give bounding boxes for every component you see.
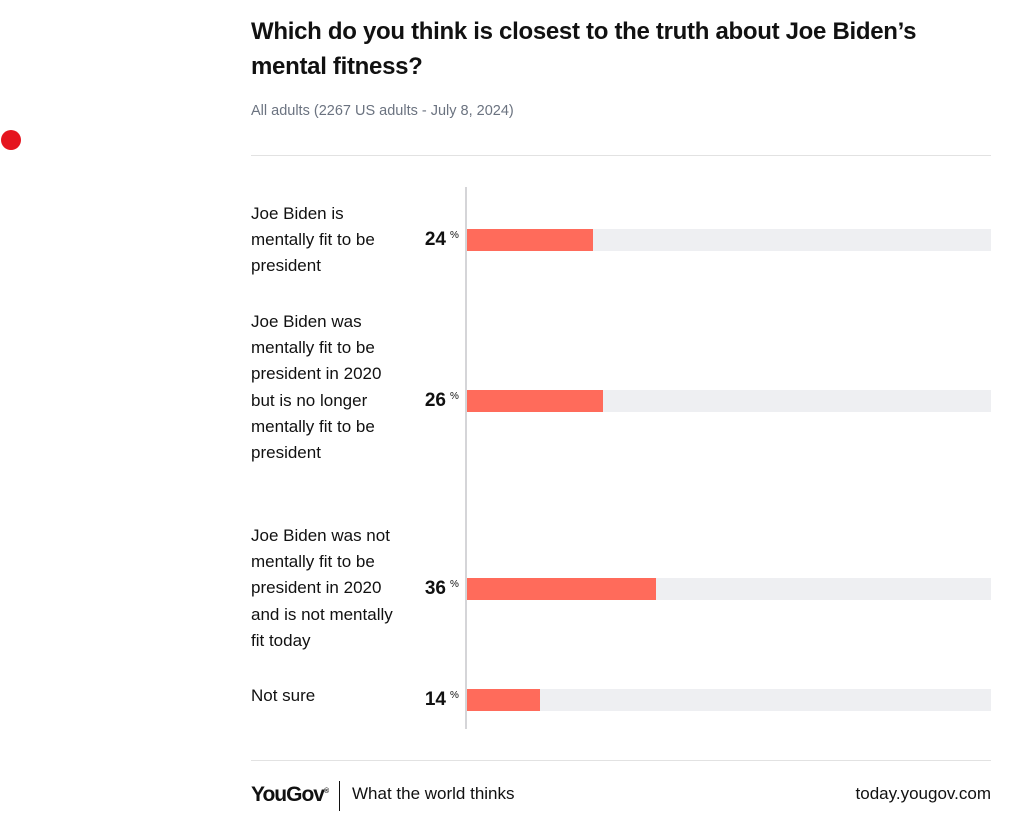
category-label: Joe Biden was mentally fit to be preside… [251, 312, 382, 463]
yougov-logo: YouGov® [251, 783, 329, 807]
bar [467, 578, 656, 600]
footer-site-url: today.yougov.com [855, 784, 991, 803]
value-label: 24 [424, 229, 446, 250]
bar-track [467, 578, 991, 600]
bar-axis-line [465, 187, 467, 729]
chart-title: Which do you think is closest to the tru… [251, 18, 917, 80]
brand-dot [1, 130, 21, 150]
footer-separator [339, 781, 340, 811]
logo-registered-mark: ® [323, 788, 330, 795]
chart-subtitle: All adults (2267 US adults - July 8, 202… [251, 103, 514, 119]
value-label: 14 [424, 689, 446, 710]
category-label: Joe Biden was not mentally fit to be pre… [251, 526, 393, 650]
percent-sign: % [450, 579, 459, 590]
percent-sign: % [450, 391, 459, 402]
percent-sign: % [450, 690, 459, 701]
bar-track [467, 689, 991, 711]
value-label: 26 [424, 390, 446, 411]
value-label: 36 [424, 578, 446, 599]
category-label: Not sure [251, 686, 316, 705]
bar-track [467, 229, 991, 251]
bar-track [467, 390, 991, 412]
footer-tagline: What the world thinks [352, 784, 515, 803]
bar [467, 390, 603, 412]
percent-sign: % [450, 230, 459, 241]
bar [467, 689, 540, 711]
logo-text: YouGov [251, 783, 325, 806]
bar [467, 229, 593, 251]
divider-top [251, 155, 991, 156]
divider-bottom [251, 760, 991, 761]
category-label: Joe Biden is mentally fit to be presiden… [251, 204, 375, 276]
